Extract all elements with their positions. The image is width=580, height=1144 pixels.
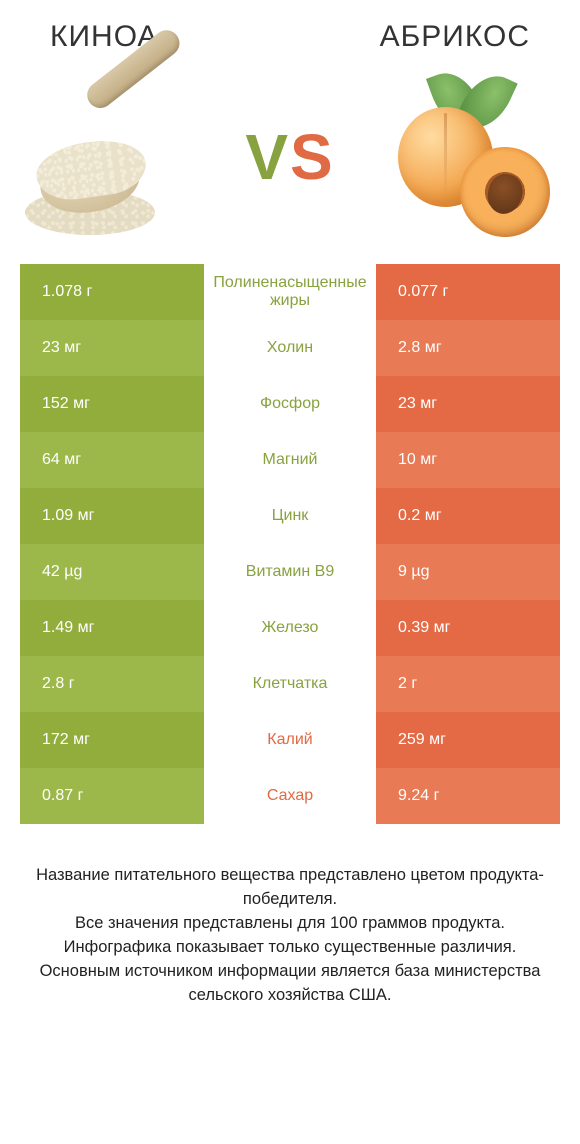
value-right: 0.077 г	[376, 264, 560, 320]
value-left: 23 мг	[20, 320, 204, 376]
nutrient-label: Клетчатка	[204, 656, 376, 712]
comparison-table: 1.078 гПолиненасыщенные жиры0.077 г23 мг…	[0, 264, 580, 824]
value-left: 1.078 г	[20, 264, 204, 320]
value-right: 23 мг	[376, 376, 560, 432]
table-row: 1.078 гПолиненасыщенные жиры0.077 г	[20, 264, 560, 320]
value-right: 9.24 г	[376, 768, 560, 824]
header: Киноа Абрикос	[0, 0, 580, 64]
table-row: 42 µgВитамин B99 µg	[20, 544, 560, 600]
value-left: 1.09 мг	[20, 488, 204, 544]
value-left: 64 мг	[20, 432, 204, 488]
vs-v: V	[245, 121, 290, 193]
value-right: 9 µg	[376, 544, 560, 600]
table-row: 0.87 гСахар9.24 г	[20, 768, 560, 824]
vs-label: VS	[245, 120, 334, 194]
table-row: 64 мгМагний10 мг	[20, 432, 560, 488]
nutrient-label: Цинк	[204, 488, 376, 544]
vs-s: S	[290, 121, 335, 193]
value-left: 0.87 г	[20, 768, 204, 824]
table-row: 172 мгКалий259 мг	[20, 712, 560, 768]
value-right: 2.8 мг	[376, 320, 560, 376]
value-left: 152 мг	[20, 376, 204, 432]
quinoa-icon	[30, 72, 200, 242]
nutrient-label: Полиненасыщенные жиры	[204, 264, 376, 320]
value-left: 172 мг	[20, 712, 204, 768]
nutrient-label: Витамин B9	[204, 544, 376, 600]
nutrient-label: Железо	[204, 600, 376, 656]
nutrient-label: Холин	[204, 320, 376, 376]
nutrient-label: Фосфор	[204, 376, 376, 432]
nutrient-label: Магний	[204, 432, 376, 488]
title-right: Абрикос	[380, 20, 530, 54]
nutrient-label: Калий	[204, 712, 376, 768]
footer-text: Название питательного вещества представл…	[36, 866, 544, 1004]
value-left: 2.8 г	[20, 656, 204, 712]
value-right: 2 г	[376, 656, 560, 712]
image-row: VS	[0, 64, 580, 264]
table-row: 23 мгХолин2.8 мг	[20, 320, 560, 376]
value-right: 259 мг	[376, 712, 560, 768]
table-row: 1.49 мгЖелезо0.39 мг	[20, 600, 560, 656]
apricot-icon	[380, 72, 550, 242]
table-row: 2.8 гКлетчатка2 г	[20, 656, 560, 712]
value-left: 42 µg	[20, 544, 204, 600]
footer-note: Название питательного вещества представл…	[0, 824, 580, 1008]
value-right: 0.39 мг	[376, 600, 560, 656]
value-right: 0.2 мг	[376, 488, 560, 544]
nutrient-label: Сахар	[204, 768, 376, 824]
table-row: 1.09 мгЦинк0.2 мг	[20, 488, 560, 544]
value-right: 10 мг	[376, 432, 560, 488]
value-left: 1.49 мг	[20, 600, 204, 656]
table-row: 152 мгФосфор23 мг	[20, 376, 560, 432]
